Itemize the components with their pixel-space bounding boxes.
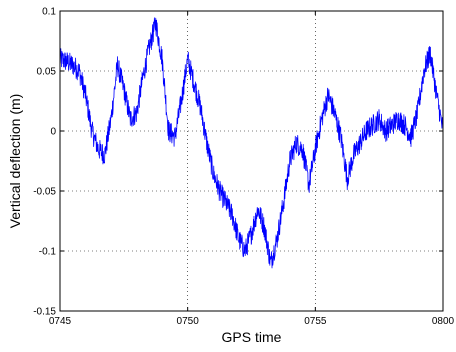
series-group bbox=[59, 17, 444, 269]
plot-frame bbox=[59, 10, 444, 312]
x-tick-label: 0750 bbox=[177, 316, 200, 327]
x-tick-label: 0755 bbox=[304, 316, 327, 327]
x-axis-title: GPS time bbox=[222, 329, 282, 345]
y-tick-label: -0.15 bbox=[33, 307, 56, 318]
y-tick-label: -0.05 bbox=[33, 187, 56, 198]
y-tick-label: 0 bbox=[50, 127, 56, 138]
series-line bbox=[59, 17, 444, 269]
y-tick-label: 0.1 bbox=[42, 7, 56, 18]
x-tick-label: 0745 bbox=[49, 316, 72, 327]
x-tick-label: 0800 bbox=[432, 316, 455, 327]
y-axis-title: Vertical deflection (m) bbox=[7, 94, 23, 229]
y-tick-label: -0.1 bbox=[39, 247, 57, 258]
axis-ticks: 0745 0750 0755 0800 -0.15 -0.1 -0.05 0 0.05 0.1 bbox=[33, 7, 454, 328]
y-tick-label: 0.05 bbox=[37, 67, 57, 78]
